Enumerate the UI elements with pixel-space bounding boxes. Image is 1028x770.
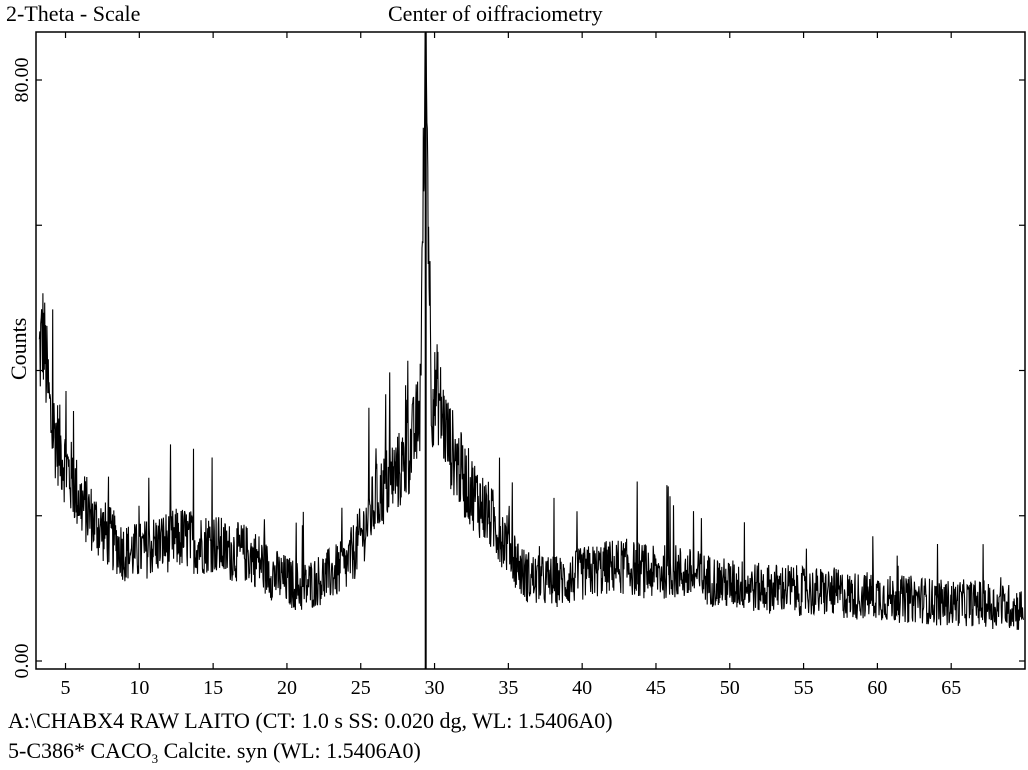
y-tick-label: 80.00: [11, 58, 33, 103]
y-tick-label: 0.00: [11, 644, 33, 679]
reference-info-prefix: 5-C386* CACO: [8, 738, 152, 763]
xrd-trace: [38, 32, 1024, 630]
chart-title: Center of oiffraciometry: [388, 1, 603, 26]
x-tick-label: 5: [61, 677, 71, 699]
x-ticks: 5 10 15 20 25 30 35 40 45 50 55 60 65: [61, 32, 961, 699]
x-tick-label: 10: [129, 677, 149, 699]
diffraction-line: [38, 32, 1024, 630]
x-tick-label: 20: [277, 677, 297, 699]
x-tick-label: 30: [425, 677, 445, 699]
xrd-chart: 5 10 15 20 25 30 35 40 45 50 55 60 65 0.00 80.00: [11, 31, 1026, 699]
reference-info-subscript: 3: [151, 751, 159, 766]
x-tick-label: 55: [794, 677, 814, 699]
x-tick-label: 65: [941, 677, 961, 699]
x-tick-label: 15: [203, 677, 223, 699]
reference-info: 5-C386* CACO3 Calcite. syn (WL: 1.5406A0…: [8, 738, 421, 767]
x-tick-label: 60: [867, 677, 887, 699]
plot-frame: [35, 31, 1026, 670]
reference-info-suffix: Calcite. syn (WL: 1.5406A0): [158, 738, 421, 763]
scan-info: A:\CHABX4 RAW LAITO (CT: 1.0 s SS: 0.020…: [8, 708, 613, 733]
x-tick-label: 35: [498, 677, 518, 699]
x-tick-label: 25: [351, 677, 371, 699]
x-tick-label: 40: [572, 677, 592, 699]
y-ticks: 0.00 80.00: [11, 58, 1025, 679]
x-tick-label: 50: [720, 677, 740, 699]
x-tick-label: 45: [646, 677, 666, 699]
plot-border: [35, 31, 1026, 670]
scale-label: 2-Theta - Scale: [6, 1, 141, 26]
